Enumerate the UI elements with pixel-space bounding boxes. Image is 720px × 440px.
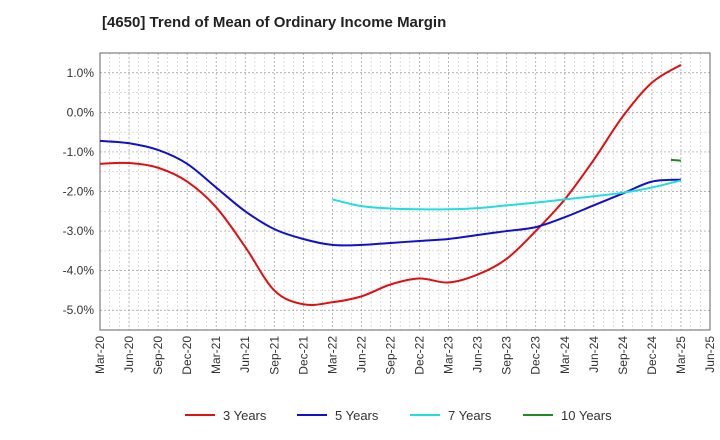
x-tick-label: Mar-24 [558,336,572,374]
x-tick-label: Sep-23 [500,336,514,375]
series-line-10-years [670,158,682,162]
series-line-7-years [332,179,682,211]
x-tick-label: Dec-24 [645,336,659,375]
x-tick-label: Jun-20 [122,336,136,373]
y-tick-label: -2.0% [63,185,95,199]
legend-label: 10 Years [561,408,612,423]
legend-label: 3 Years [223,408,267,423]
x-tick-label: Sep-24 [616,336,630,375]
x-tick-label: Mar-25 [674,336,688,374]
legend-label: 7 Years [448,408,492,423]
legend-label: 5 Years [335,408,379,423]
y-tick-label: 0.0% [67,105,95,119]
x-tick-label: Dec-20 [180,336,194,375]
plot-border [99,52,711,331]
x-tick-label: Jun-23 [471,336,485,373]
series-lines [99,64,682,306]
x-tick-label: Mar-22 [325,336,339,374]
x-tick-label: Dec-23 [529,336,543,375]
y-tick-label: -4.0% [63,264,95,278]
legend: 3 Years 5 Years 7 Years 10 Years [185,408,612,423]
x-tick-label: Mar-21 [209,336,223,374]
x-tick-label: Dec-22 [413,336,427,375]
x-tick-label: Mar-20 [93,336,107,374]
x-tick-label: Mar-23 [442,336,456,374]
y-tick-label: -5.0% [63,303,95,317]
x-tick-label: Jun-24 [587,336,601,373]
y-tick-label: -3.0% [63,224,95,238]
y-tick-label: 1.0% [67,66,95,80]
chart-title: [4650] Trend of Mean of Ordinary Income … [102,14,447,31]
x-tick-label: Jun-21 [238,336,252,373]
axes: 1.0% 0.0% -1.0% -2.0% -3.0% -4.0% -5.0% Mar-20 J… [63,52,717,375]
x-tick-label: Sep-21 [267,336,281,375]
x-tick-label: Jun-22 [354,336,368,373]
y-tick-label: -1.0% [63,145,95,159]
x-tick-label: Sep-22 [383,336,397,375]
x-tick-label: Sep-20 [151,336,165,375]
x-tick-label: Jun-25 [703,336,717,373]
series-line-3-years [99,64,682,306]
series-line-5-years [99,139,682,247]
x-tick-label: Dec-21 [296,336,310,375]
